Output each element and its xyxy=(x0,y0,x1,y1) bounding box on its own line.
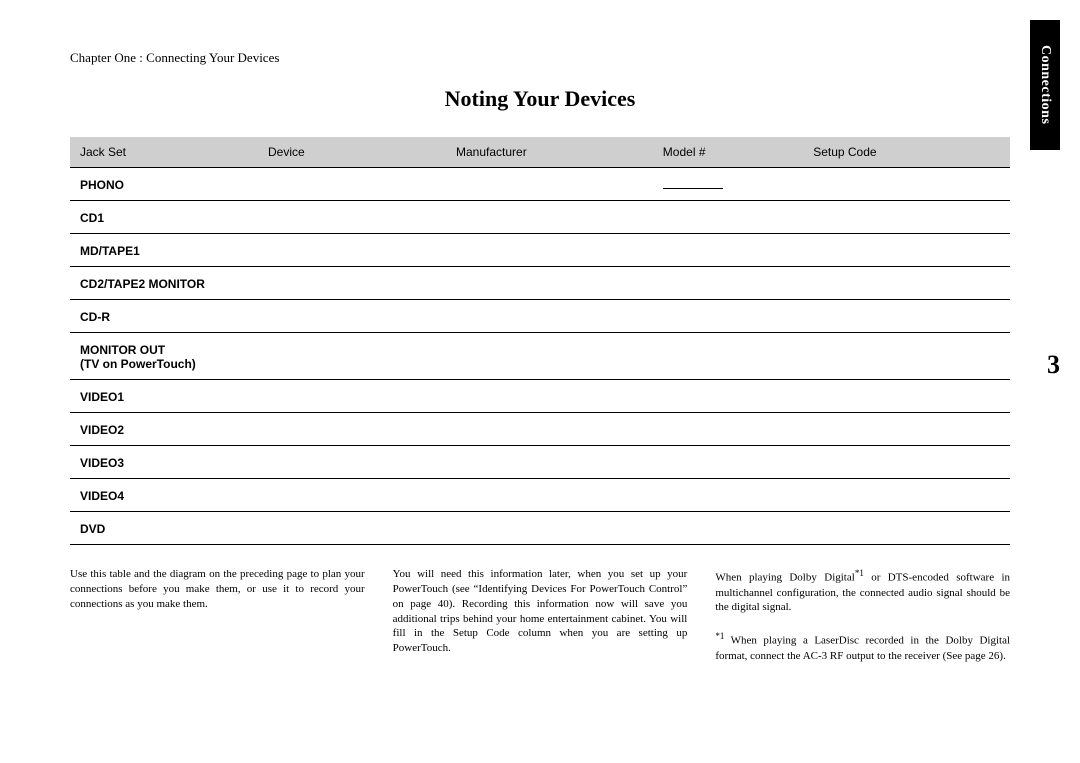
jack-cell: VIDEO1 xyxy=(70,380,258,413)
setupcode-cell xyxy=(803,168,1010,201)
jack-label: MONITOR OUT xyxy=(80,343,165,357)
jack-cell: VIDEO3 xyxy=(70,446,258,479)
footer-col-3: When playing Dolby Digital*1 or DTS-enco… xyxy=(715,567,1010,663)
table-row: CD1 xyxy=(70,201,1010,234)
section-tab: Connections xyxy=(1030,20,1060,150)
manufacturer-cell xyxy=(446,168,653,201)
jack-sublabel: (TV on PowerTouch) xyxy=(80,357,248,371)
jack-cell: DVD xyxy=(70,512,258,545)
table-row: VIDEO1 xyxy=(70,380,1010,413)
jack-cell: PHONO xyxy=(70,168,258,201)
jack-cell: CD-R xyxy=(70,300,258,333)
blank-line xyxy=(663,179,723,189)
footer-col-1: Use this table and the diagram on the pr… xyxy=(70,567,365,663)
table-row: MONITOR OUT (TV on PowerTouch) xyxy=(70,333,1010,380)
col3-footnote: When playing a LaserDisc recorded in the… xyxy=(715,635,1010,662)
chapter-breadcrumb: Chapter One : Connecting Your Devices xyxy=(70,50,1010,66)
manual-page: Connections 3 Chapter One : Connecting Y… xyxy=(0,0,1080,763)
jack-cell: VIDEO4 xyxy=(70,479,258,512)
footnote-mark: *1 xyxy=(855,568,864,578)
col3-text-a: When playing Dolby Digital xyxy=(715,572,854,584)
jack-cell: MONITOR OUT (TV on PowerTouch) xyxy=(70,333,258,380)
page-number: 3 xyxy=(1047,350,1060,380)
table-row: DVD xyxy=(70,512,1010,545)
table-row: VIDEO2 xyxy=(70,413,1010,446)
jack-cell: MD/TAPE1 xyxy=(70,234,258,267)
jack-cell: CD2/TAPE2 MONITOR xyxy=(70,267,258,300)
table-row: VIDEO3 xyxy=(70,446,1010,479)
col-device: Device xyxy=(258,137,446,168)
table-body: PHONO CD1 MD/TAPE1 CD2/TAPE2 MONITOR CD-… xyxy=(70,168,1010,545)
footer-col-2: You will need this information later, wh… xyxy=(393,567,688,663)
table-row: PHONO xyxy=(70,168,1010,201)
col-setup-code: Setup Code xyxy=(803,137,1010,168)
jack-cell: VIDEO2 xyxy=(70,413,258,446)
col-jack-set: Jack Set xyxy=(70,137,258,168)
device-cell xyxy=(258,168,446,201)
footer-columns: Use this table and the diagram on the pr… xyxy=(70,567,1010,663)
devices-table: Jack Set Device Manufacturer Model # Set… xyxy=(70,137,1010,545)
table-row: MD/TAPE1 xyxy=(70,234,1010,267)
page-title: Noting Your Devices xyxy=(70,86,1010,112)
jack-cell: CD1 xyxy=(70,201,258,234)
table-row: VIDEO4 xyxy=(70,479,1010,512)
table-row: CD2/TAPE2 MONITOR xyxy=(70,267,1010,300)
table-header-row: Jack Set Device Manufacturer Model # Set… xyxy=(70,137,1010,168)
table-row: CD-R xyxy=(70,300,1010,333)
footnote-mark: *1 xyxy=(715,631,724,641)
model-cell xyxy=(653,168,803,201)
col-manufacturer: Manufacturer xyxy=(446,137,653,168)
col-model: Model # xyxy=(653,137,803,168)
